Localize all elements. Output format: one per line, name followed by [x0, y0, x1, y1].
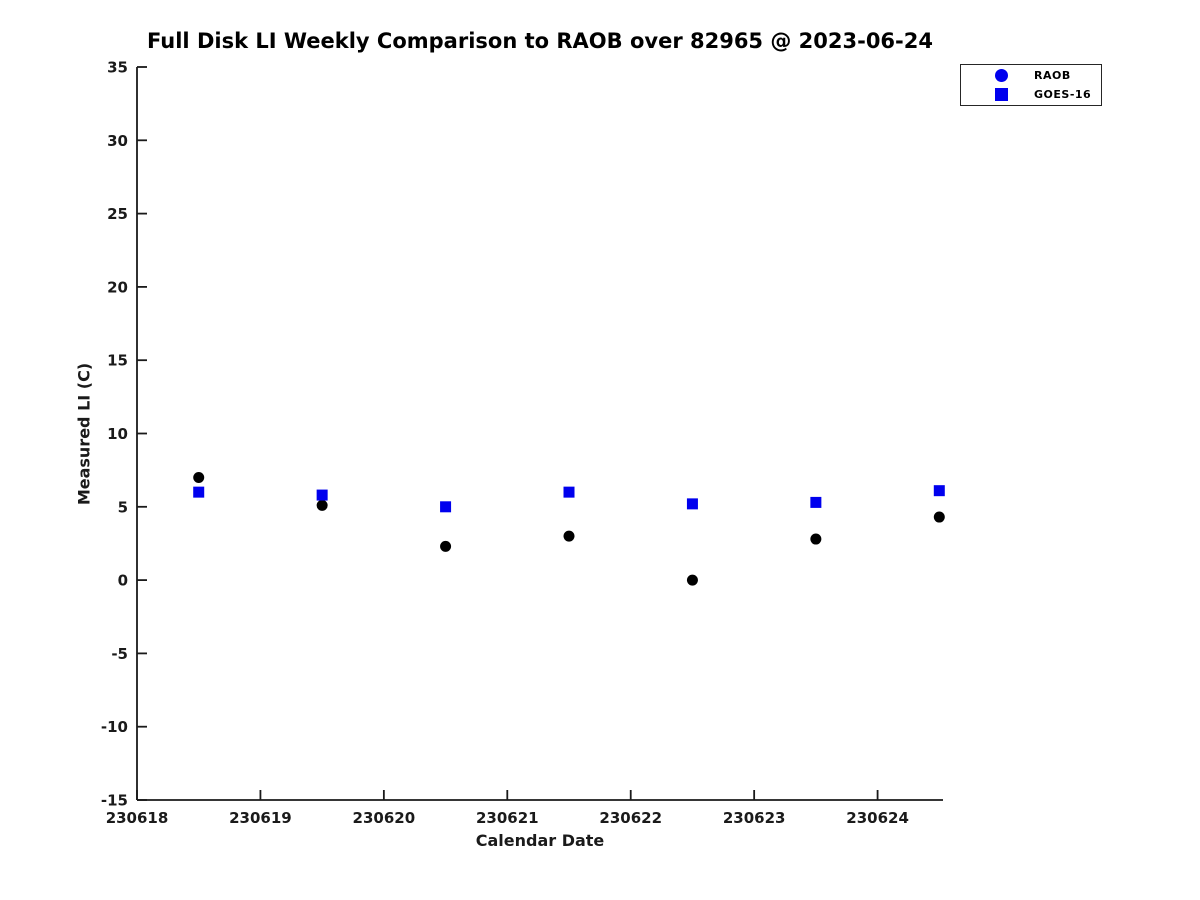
raob-point	[440, 540, 452, 552]
x-tick-label: 230619	[229, 809, 292, 827]
goes16-point	[316, 489, 328, 501]
x-tick-label: 230624	[846, 809, 909, 827]
goes16-point	[440, 501, 452, 513]
goes16-point	[686, 498, 698, 510]
x-tick-label: 230620	[353, 809, 416, 827]
y-tick-label: 15	[107, 352, 128, 370]
x-tick-label: 230621	[476, 809, 539, 827]
x-tick-label: 230618	[106, 809, 169, 827]
y-axis-label: Measured LI (C)	[74, 362, 94, 506]
y-tick-label: 20	[107, 278, 128, 296]
y-tick-label: 35	[107, 59, 128, 77]
raob-point	[193, 471, 205, 483]
goes16-point	[193, 486, 205, 498]
y-tick-label: -10	[101, 718, 128, 736]
goes16-square-marker-icon	[995, 88, 1008, 101]
x-axis-label: Calendar Date	[475, 831, 605, 850]
y-tick-label: -5	[111, 645, 128, 663]
raob-point	[933, 511, 945, 523]
goes16-point	[810, 496, 822, 508]
y-tick-label: 30	[107, 132, 128, 150]
raob-point	[563, 530, 575, 542]
y-tick-label: 10	[107, 425, 128, 443]
y-tick-label: 5	[118, 498, 128, 516]
x-tick-label: 230622	[599, 809, 662, 827]
x-tick-label: 230623	[723, 809, 786, 827]
goes16-point	[933, 485, 945, 497]
chart-title: Full Disk LI Weekly Comparison to RAOB o…	[146, 29, 933, 53]
raob-point	[686, 574, 698, 586]
legend-label-goes16: GOES-16	[1034, 88, 1092, 101]
raob-point	[810, 533, 822, 545]
legend-entry-goes16: GOES-16	[961, 85, 1101, 104]
legend-entry-raob: RAOB	[961, 66, 1101, 85]
legend: RAOB GOES-16	[960, 64, 1102, 106]
goes16-point	[563, 486, 575, 498]
y-tick-label: 0	[118, 572, 128, 590]
legend-label-raob: RAOB	[1034, 69, 1071, 82]
raob-circle-marker-icon	[995, 69, 1008, 82]
y-tick-label: 25	[107, 205, 128, 223]
y-tick-label: -15	[101, 792, 128, 810]
raob-point	[316, 499, 328, 511]
